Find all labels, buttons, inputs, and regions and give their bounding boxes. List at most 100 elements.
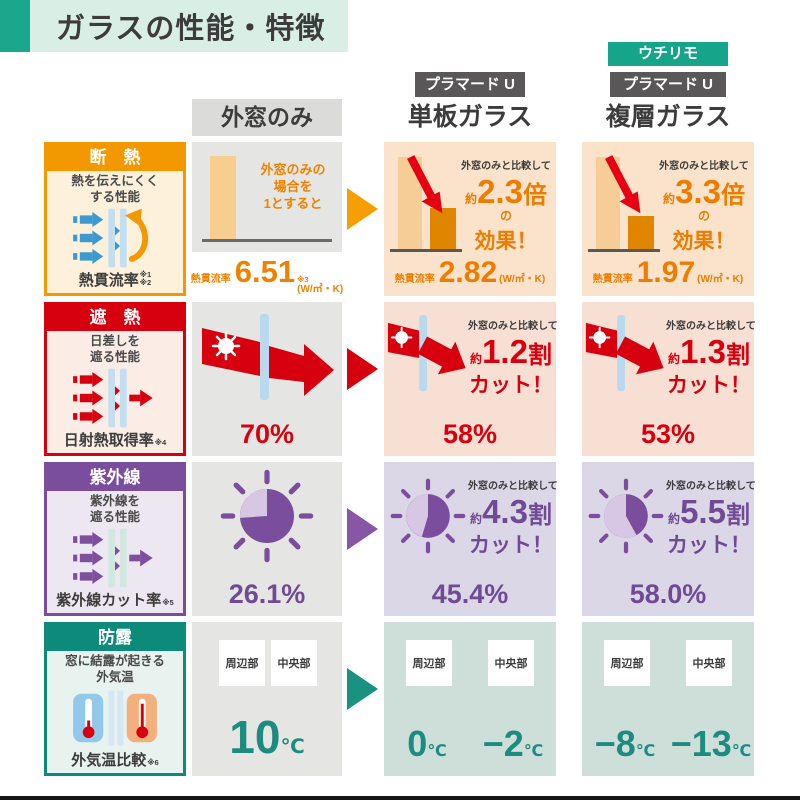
page-title-bar: ガラスの性能・特徴 xyxy=(30,0,348,52)
chart-baseline xyxy=(588,249,660,252)
uv-base-panel: 26.1% xyxy=(192,462,342,616)
approx: 約 xyxy=(470,512,483,526)
edge-temperature: −8℃ xyxy=(582,726,668,762)
center-label-box: 中央部 xyxy=(271,640,317,686)
cut-amount: 4.3 xyxy=(482,493,528,530)
footnote-3: ※3 xyxy=(297,275,309,284)
edge-label-box: 周辺部 xyxy=(219,640,265,686)
celsius-unit: ℃ xyxy=(731,743,752,760)
cut-value: 約5.5割 xyxy=(666,495,752,528)
u-value-unit: (W/㎡・K) xyxy=(499,274,546,285)
multiplier: 3.3 xyxy=(675,173,721,210)
dew-desc-line2: 外気温 xyxy=(96,669,134,684)
u-value-number: 1.97 xyxy=(636,256,696,289)
uv-double-panel: 外窓のみと比較して 約5.5割 カット！ 58.0% xyxy=(582,462,756,616)
uv-single-panel: 外窓のみと比較して 約4.3割 カット！ 45.4% xyxy=(384,462,558,616)
dew-base-panel: 周辺部 中央部 10℃ xyxy=(192,622,342,776)
uv-desc: 紫外線を 遮る性能 xyxy=(47,494,183,525)
celsius-unit: ℃ xyxy=(280,736,305,758)
temperature: −13 xyxy=(670,723,732,764)
cut-amount: 1.3 xyxy=(680,333,726,370)
wari: 割 xyxy=(527,342,552,369)
cut-label: カット！ xyxy=(667,534,751,557)
particle: の xyxy=(697,209,710,223)
wari: 割 xyxy=(527,502,552,529)
page-title: ガラスの性能・特徴 xyxy=(56,13,326,45)
approx: 約 xyxy=(668,512,681,526)
wari: 割 xyxy=(725,502,750,529)
insulation-single-value: 熱貫流率 2.82 (W/㎡・K) xyxy=(384,258,556,288)
shade-desc-line1: 日差しを xyxy=(89,334,140,348)
sun-arrow-deflected-icon xyxy=(387,315,466,392)
uv-cut-rate-label: 紫外線カット率 xyxy=(56,592,162,609)
insulation-single-panel: 外窓のみと比較して 約2.3倍の 効果！ 熱貫流率 2.82 (W/㎡・K) xyxy=(384,142,556,296)
chart-baseline xyxy=(390,249,462,252)
center-label-box: 中央部 xyxy=(488,640,534,686)
uv-metric: 紫外線カット率 ※5 xyxy=(47,589,183,610)
approx: 約 xyxy=(668,352,681,366)
column-header-single-glass: 単板ガラス xyxy=(407,103,533,131)
uv-desc-line1: 紫外線を xyxy=(89,494,140,508)
wari: 割 xyxy=(725,342,750,369)
footnote-marks: ※4 xyxy=(155,439,166,448)
effect-value: 約2.3倍の xyxy=(460,175,552,224)
arrow-right-icon xyxy=(347,668,378,710)
effect-label: 効果！ xyxy=(474,230,538,253)
celsius-unit: ℃ xyxy=(523,743,544,760)
row-uv: 紫外線 紫外線を 遮る性能 紫外線カット率 ※5 xyxy=(0,462,800,616)
sun-heat-blocked-icon xyxy=(73,368,153,428)
column-header-double-glass: 複層ガラス xyxy=(605,103,731,131)
compare-note: 外窓のみと比較して xyxy=(461,161,551,172)
insulation-bar-chart xyxy=(390,150,462,254)
shade-base-value: 70% xyxy=(239,419,295,449)
row-insulation: 断 熱 熱を伝えにくく する性能 熱貫流率 ※1 xyxy=(0,142,800,296)
temperature: 10 xyxy=(229,711,281,763)
insulation-metric: 熱貫流率 ※1 ※2 xyxy=(47,269,183,290)
thermometer-comparison-icon xyxy=(73,690,157,746)
dew-metric: 外気温比較 ※6 xyxy=(47,749,183,770)
sun-arrow-deflected-icon xyxy=(585,315,664,392)
uv-single-value: 45.4% xyxy=(431,579,509,609)
u-value-label: 熱貫流率 xyxy=(78,272,139,289)
footnote-6: ※6 xyxy=(147,758,159,768)
shade-desc: 日差しを 遮る性能 xyxy=(47,334,183,365)
shade-base-panel: 70% xyxy=(192,302,342,456)
celsius-unit: ℃ xyxy=(635,743,656,760)
insulation-base-value: 熱貫流率 6.51 ※3 (W/㎡・K) xyxy=(186,256,348,295)
u-value-number: 2.82 xyxy=(438,256,498,289)
cut-amount: 1.2 xyxy=(482,333,528,370)
base-note-line1: 外窓のみの xyxy=(260,162,326,177)
u-value-unit: (W/㎡・K) xyxy=(697,274,744,285)
dew-label-card: 防露 窓に結露が起きる 外気温 外気温比較 ※6 xyxy=(44,622,186,776)
red-down-arrow-icon xyxy=(605,155,641,214)
shade-double-panel: 外窓のみと比較して 約1.3割 カット！ 53% xyxy=(582,302,756,456)
celsius-unit: ℃ xyxy=(427,743,447,760)
footnote-marks: ※6 xyxy=(147,759,158,768)
effect-value: 約3.3倍の xyxy=(658,175,750,224)
sun-pie-icon xyxy=(390,478,466,554)
compare-note: 外窓のみと比較して xyxy=(468,481,558,492)
sun-pie-icon xyxy=(588,478,664,554)
center-temperature: −2℃ xyxy=(470,726,556,762)
base-bar xyxy=(210,156,236,240)
shade-desc-line2: 遮る性能 xyxy=(89,349,140,364)
cut-amount: 5.5 xyxy=(680,493,726,530)
multiplier: 2.3 xyxy=(477,173,523,210)
shade-single-value: 58% xyxy=(442,419,498,449)
dew-double-panel: 周辺部 中央部 −8℃ −13℃ xyxy=(582,622,754,776)
times: 倍 xyxy=(522,182,547,209)
red-down-arrow-icon xyxy=(407,155,443,214)
chart-baseline xyxy=(202,239,332,242)
center-label-box: 中央部 xyxy=(686,640,732,686)
u-value-label: 熱貫流率 xyxy=(190,274,231,285)
edge-label-box: 周辺部 xyxy=(406,640,452,686)
uv-base-value: 26.1% xyxy=(228,579,306,609)
cut-value: 約4.3割 xyxy=(468,495,554,528)
insulation-desc-line2: する性能 xyxy=(89,189,140,204)
temperature: −2 xyxy=(482,723,524,764)
temperature: −8 xyxy=(594,723,636,764)
compare-note: 外窓のみと比較して xyxy=(666,481,756,492)
cut-value: 約1.3割 xyxy=(666,335,752,368)
dew-desc: 窓に結露が起きる 外気温 xyxy=(47,654,183,685)
footnote-4: ※4 xyxy=(154,438,167,448)
